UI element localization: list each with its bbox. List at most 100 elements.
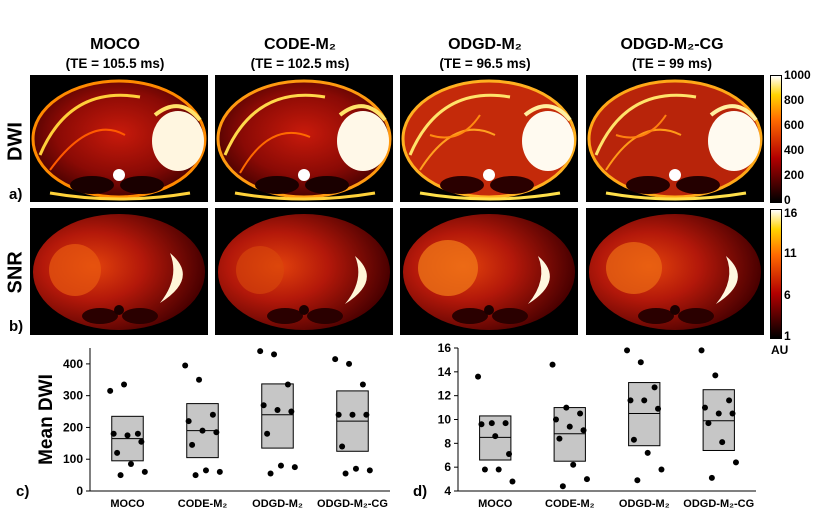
data-point [641, 397, 648, 404]
echo-time: (TE = 99 ms) [632, 56, 712, 71]
data-point [138, 438, 145, 445]
data-point [189, 441, 196, 448]
snr-image-odgd-m2-cg [586, 208, 764, 335]
snr-image-code-m2 [215, 208, 393, 335]
dwi-colorbar-tick: 0 [784, 193, 791, 207]
column-header-odgd-m2: ODGD-M₂ (TE = 96.5 ms) [390, 36, 580, 72]
data-point [658, 466, 665, 473]
data-point [559, 483, 566, 490]
snr-image-odgd-m2 [400, 208, 578, 335]
data-point [182, 362, 189, 369]
data-point [117, 472, 124, 479]
data-point [335, 411, 342, 418]
dwi-image-odgd-m2-cg [586, 75, 764, 202]
y-tick-label: 12 [438, 389, 452, 403]
data-point [110, 430, 117, 437]
data-point [107, 387, 114, 394]
data-point [342, 470, 349, 477]
panel-label-a: a) [9, 186, 23, 203]
data-point [556, 435, 563, 442]
snr-colorbar-tick: 11 [784, 246, 797, 260]
data-point [114, 449, 121, 456]
data-point [277, 462, 284, 469]
data-point [627, 397, 634, 404]
data-point [349, 411, 356, 418]
data-point [651, 384, 658, 391]
data-point [729, 410, 736, 417]
y-tick-label: 4 [444, 484, 451, 498]
mean-snr-chart: 4 6 8 10 12 14 16 Mean SNR MOCO CODE-M₂ ODGD-M₂ ODG… [420, 341, 756, 510]
mean-dwi-chart: 0 100 200 300 400 Mean DWI MOCO CODE-M₂ ODGD-M₂ O… [36, 348, 390, 510]
data-point [726, 397, 733, 404]
y-tick-label: 200 [63, 420, 83, 434]
data-point [634, 477, 641, 484]
dwi-colorbar-tick: 400 [784, 143, 805, 157]
panel-label-c: c) [16, 483, 30, 500]
snr-image-moco [30, 208, 208, 335]
data-point [284, 381, 291, 388]
dwi-image-moco [30, 75, 208, 202]
data-point [260, 402, 267, 409]
data-point [570, 461, 577, 468]
y-tick-label: 100 [63, 452, 83, 466]
data-point [478, 421, 485, 428]
data-point [701, 404, 708, 411]
y-axis-label: Mean SNR [420, 372, 425, 466]
data-point [271, 351, 278, 358]
data-point [502, 420, 509, 427]
x-tick-label: CODE-M₂ [545, 498, 595, 510]
data-point [213, 429, 220, 436]
data-point [124, 432, 131, 439]
column-header-odgd-m2-cg: ODGD-M₂-CG (TE = 99 ms) [577, 36, 767, 72]
snr-colorbar-unit: AU [771, 343, 789, 357]
y-tick-label: 0 [76, 484, 83, 498]
data-point [712, 372, 719, 379]
data-point [644, 449, 651, 456]
data-point [291, 464, 298, 471]
data-point [698, 347, 705, 354]
y-tick-label: 10 [438, 413, 452, 427]
data-point [566, 423, 573, 430]
data-point [363, 411, 370, 418]
data-point [475, 373, 482, 380]
y-axis-label: Mean DWI [36, 374, 57, 465]
data-point [192, 472, 199, 479]
data-point [655, 405, 662, 412]
data-point [196, 376, 203, 383]
data-point [274, 406, 281, 413]
dwi-colorbar-tick: 200 [784, 168, 805, 182]
method-name: CODE-M₂ [264, 36, 336, 53]
data-point [583, 476, 590, 483]
y-tick-label: 14 [438, 365, 452, 379]
data-point [719, 439, 726, 446]
dwi-image-odgd-m2 [400, 75, 578, 202]
dwi-colorbar-tick: 1000 [784, 68, 811, 82]
data-point [506, 451, 513, 458]
x-tick-label: ODGD-M₂-CG [317, 498, 388, 510]
data-point [209, 411, 216, 418]
data-point [366, 467, 373, 474]
data-point [552, 416, 559, 423]
iqr-box [628, 382, 661, 447]
data-point [339, 443, 346, 450]
echo-time: (TE = 102.5 ms) [250, 56, 350, 71]
dwi-image-code-m2 [215, 75, 393, 202]
x-tick-label: ODGD-M₂ [252, 498, 303, 510]
x-tick-label: MOCO [478, 498, 513, 510]
data-point [495, 466, 502, 473]
data-point [488, 420, 495, 427]
data-point [705, 420, 712, 427]
data-point [732, 459, 739, 466]
data-point [580, 427, 587, 434]
row-label-dwi: DWI [4, 122, 27, 161]
data-point [509, 478, 516, 485]
data-point [359, 381, 366, 388]
data-point [199, 427, 206, 434]
data-point [577, 410, 584, 417]
data-point [264, 430, 271, 437]
data-point [288, 408, 295, 415]
y-tick-label: 16 [438, 341, 452, 355]
x-tick-label: ODGD-M₂-CG [683, 498, 754, 510]
data-point [630, 436, 637, 443]
data-point [257, 348, 264, 355]
